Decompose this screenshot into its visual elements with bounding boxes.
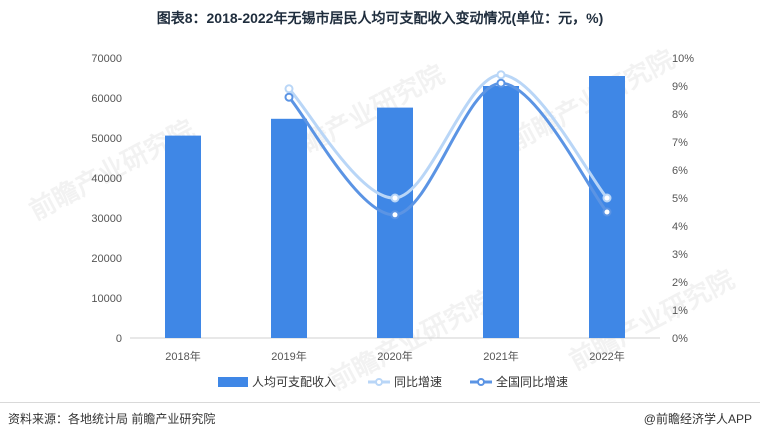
line-national-growth-point <box>496 78 506 88</box>
line-national-growth-point <box>284 92 294 102</box>
y-left-tick-label: 10000 <box>91 293 122 305</box>
bar-income <box>589 76 625 338</box>
line-national-growth <box>287 81 609 217</box>
legend-label: 同比增速 <box>394 375 442 389</box>
legend-label: 全国同比增速 <box>496 374 568 389</box>
line-city-growth-point <box>284 84 294 94</box>
bar-income <box>483 86 519 338</box>
legend-swatch-marker <box>477 378 485 386</box>
y-right-tick-label: 8% <box>672 109 688 121</box>
y-right-tick-label: 10% <box>672 53 694 65</box>
legend-label: 人均可支配收入 <box>252 375 336 389</box>
credit-note: @前瞻经济学人APP <box>643 412 752 426</box>
x-tick-label: 2019年 <box>271 349 306 363</box>
legend-swatch-income <box>218 377 248 387</box>
footer-divider <box>0 402 760 403</box>
y-left-tick-label: 40000 <box>91 173 122 185</box>
line-national-growth-point <box>602 207 612 217</box>
line-city-growth <box>287 73 609 200</box>
line-national-growth-point <box>390 210 400 220</box>
y-left-tick-label: 70000 <box>91 53 122 65</box>
x-tick-label: 2020年 <box>377 349 412 363</box>
bar-income <box>377 107 413 338</box>
legend-swatch-marker <box>375 378 383 386</box>
y-left-tick-label: 0 <box>116 333 122 345</box>
y-right-tick-label: 7% <box>672 137 688 149</box>
line-city-growth-point <box>496 70 506 80</box>
x-tick-label: 2021年 <box>483 349 518 363</box>
y-right-tick-label: 6% <box>672 165 688 177</box>
bar-income <box>271 118 307 338</box>
y-right-tick-label: 5% <box>672 193 688 205</box>
x-tick-label: 2022年 <box>589 349 624 363</box>
y-left-tick-label: 50000 <box>91 133 122 145</box>
x-tick-label: 2018年 <box>165 349 200 363</box>
y-left-tick-label: 60000 <box>91 93 122 105</box>
y-left-tick-label: 30000 <box>91 213 122 225</box>
y-right-tick-label: 9% <box>672 81 688 93</box>
y-right-tick-label: 0% <box>672 333 688 345</box>
y-right-tick-label: 1% <box>672 305 688 317</box>
source-note: 资料来源：各地统计局 前瞻产业研究院 <box>8 412 216 426</box>
chart-svg: 0 10000 20000 30000 40000 50000 60000 70000 0% 1%… <box>91 53 694 389</box>
y-right-tick-label: 4% <box>672 221 688 233</box>
y-right-tick-label: 2% <box>672 277 688 289</box>
y-left-tick-label: 20000 <box>91 253 122 265</box>
line-city-growth-point <box>390 193 400 203</box>
chart-title: 图表8：2018-2022年无锡市居民人均可支配收入变动情况(单位：元，%) <box>156 10 604 26</box>
y-right-tick-label: 3% <box>672 249 688 261</box>
line-city-growth-point <box>602 193 612 203</box>
bar-income <box>165 135 201 338</box>
